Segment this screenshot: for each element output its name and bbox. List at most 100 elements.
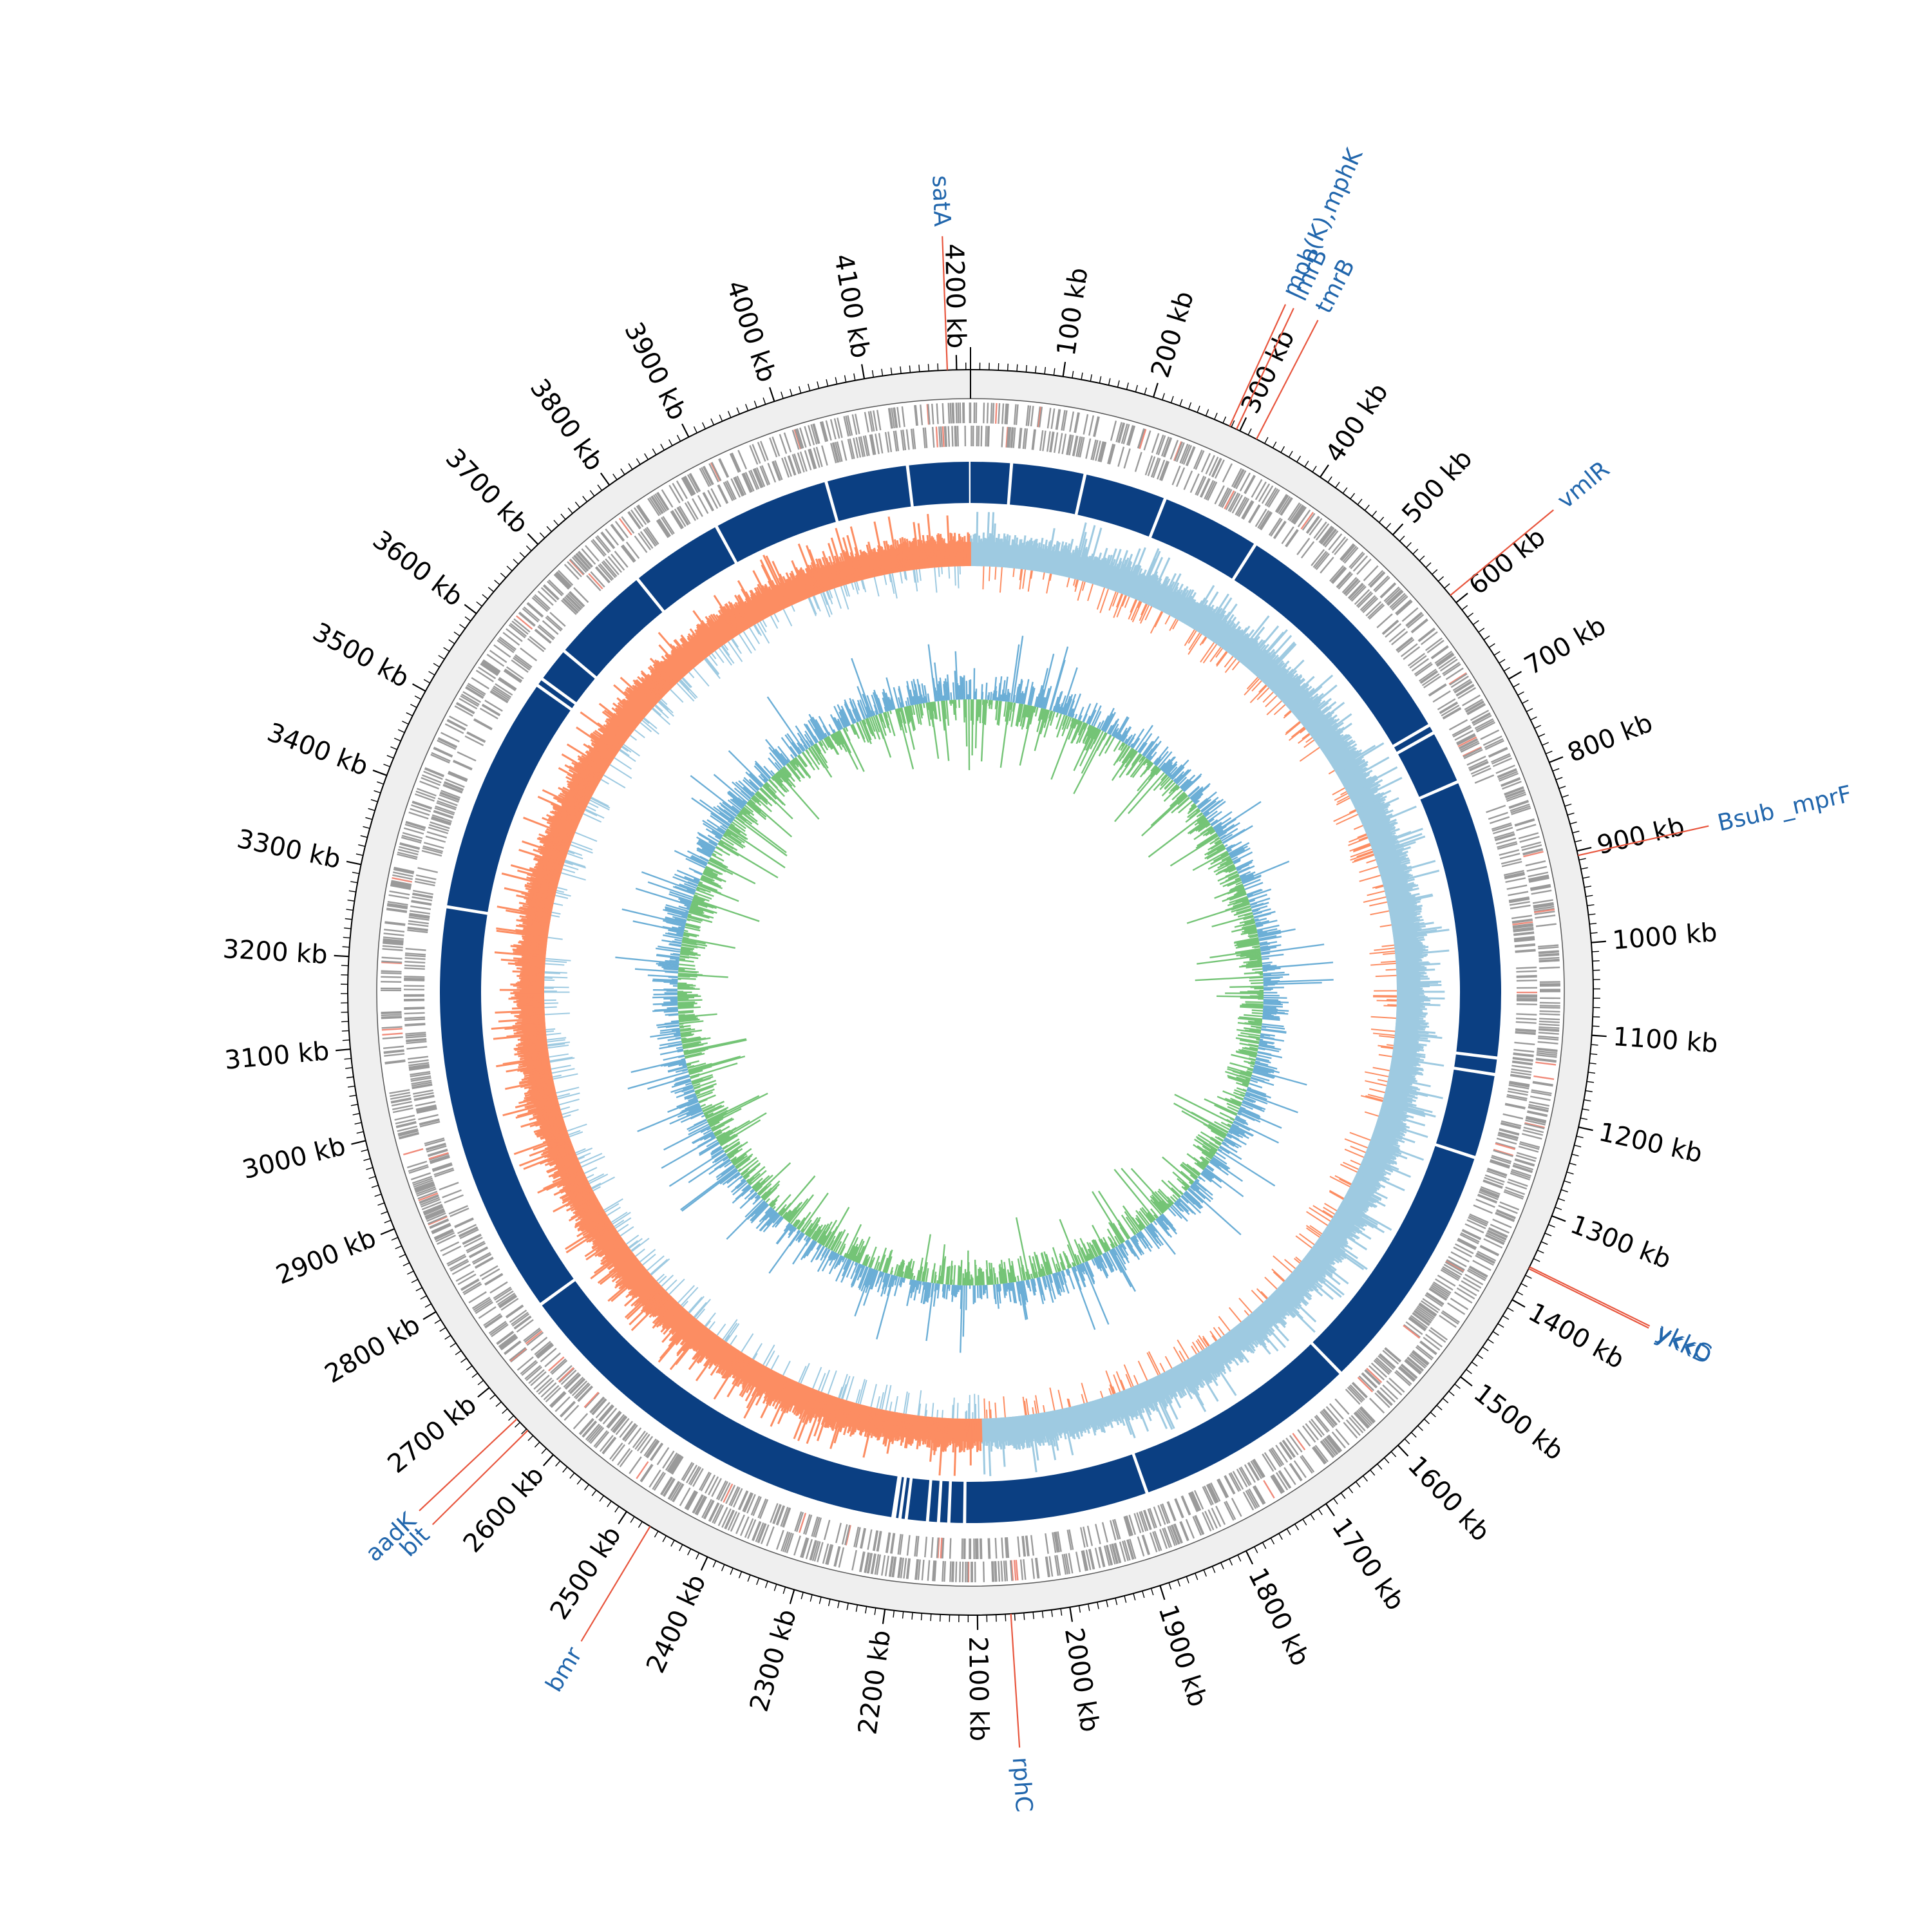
feature-bar [1530, 885, 1551, 891]
feature-bar [1419, 668, 1437, 682]
feature-bar [584, 1392, 600, 1408]
feature-bar [1524, 1122, 1545, 1129]
gc-skew-bar [1354, 790, 1392, 809]
feature-bar [453, 759, 473, 770]
gc-skew-bar [1387, 893, 1433, 905]
feature-bar [384, 921, 406, 925]
feature-bar [509, 1347, 527, 1362]
feature-bar [1539, 960, 1560, 963]
feature-bar [473, 719, 493, 731]
feature-bar [629, 1456, 642, 1474]
feature-bar [415, 874, 437, 880]
gc-skew-bar [688, 672, 695, 679]
gc-skew-bar [1394, 1031, 1437, 1037]
feature-bar [905, 429, 910, 450]
feature-bar [847, 439, 853, 460]
feature-bar [937, 1537, 940, 1558]
gc-skew-bar [1242, 645, 1260, 666]
feature-bar [1225, 1501, 1236, 1520]
feature-bar [593, 1430, 608, 1447]
gc-skew-bar [1063, 538, 1074, 577]
feature-bar [1450, 676, 1469, 688]
feature-bar [1477, 1251, 1497, 1262]
feature-bar [382, 1036, 403, 1040]
feature-bar [399, 842, 421, 849]
feature-bar [1486, 804, 1506, 813]
feature-bar [423, 1205, 444, 1215]
gc-skew-bar [1364, 819, 1390, 831]
feature-bar [1368, 1365, 1385, 1381]
feature-bar [755, 1522, 764, 1542]
gc-skew-bar [818, 1372, 826, 1391]
feature-bar [567, 1376, 584, 1392]
gc-skew-bar [1338, 1207, 1366, 1225]
gc-skew-bar [634, 729, 645, 739]
gc-skew-bar [1337, 759, 1365, 777]
gc-skew-bar [1396, 1006, 1421, 1009]
feature-bar [614, 551, 629, 568]
feature-bar [1422, 1298, 1441, 1311]
feature-bar [1497, 842, 1518, 850]
gc-skew-bar [1396, 972, 1427, 976]
gc-skew-bar [1367, 1148, 1396, 1160]
gc-skew-bar [1358, 1167, 1387, 1182]
gc-skew-bar [1140, 605, 1150, 624]
feature-bar [1263, 1480, 1275, 1499]
gc-skew-bar [1358, 1168, 1405, 1191]
gc-skew-bar [1305, 737, 1313, 743]
feature-bar [1332, 567, 1347, 584]
feature-bar [1411, 1351, 1428, 1366]
feature-bar [1403, 1325, 1421, 1339]
feature-bar [1379, 582, 1396, 598]
feature-bar [1235, 470, 1247, 489]
feature-bar [1514, 944, 1536, 948]
gc-skew-bar [1394, 938, 1419, 943]
feature-bar [822, 1543, 829, 1564]
feature-bar [611, 1444, 626, 1462]
gc-skew-bar [1293, 696, 1314, 715]
feature-bar [688, 1466, 700, 1485]
feature-bar [412, 1177, 433, 1186]
gc-skew-bar [1135, 576, 1147, 600]
feature-bar [508, 624, 526, 639]
feature-bar [1539, 958, 1560, 962]
gc-skew-bar [1349, 1186, 1386, 1208]
feature-bar [1432, 1283, 1451, 1296]
gc-skew-bar [1363, 1156, 1412, 1178]
gc-skew-bar [1364, 1111, 1379, 1117]
feature-bar [433, 1167, 454, 1176]
feature-bar [1491, 822, 1512, 830]
feature-bar [429, 1154, 450, 1162]
gc-skew-bar [1155, 586, 1168, 609]
feature-bar [404, 1018, 426, 1021]
feature-bar [462, 691, 482, 703]
feature-bar [415, 1184, 435, 1193]
feature-bar [408, 923, 429, 927]
feature-bar [382, 945, 403, 949]
feature-bar [389, 1089, 410, 1094]
gc-skew-bar [1068, 545, 1078, 578]
gc-skew-bar [1258, 685, 1267, 693]
gc-skew-bar [1048, 544, 1056, 574]
gc-skew-bar [1394, 941, 1421, 947]
gc-skew-bar [693, 667, 710, 687]
feature-bar [409, 914, 430, 919]
gc-skew-bar [1353, 793, 1376, 806]
feature-bar [1491, 1155, 1512, 1163]
feature-bar [639, 1464, 653, 1482]
gc-skew-bar [1394, 947, 1423, 952]
gc-skew-bar [1034, 542, 1041, 571]
gc-skew-bar [1317, 1238, 1341, 1257]
feature-bar [1504, 871, 1525, 878]
feature-bar [810, 448, 817, 469]
feature-bar [428, 1150, 448, 1157]
feature-bar [837, 417, 843, 439]
feature-bar [1232, 1470, 1244, 1490]
feature-bar [498, 1294, 517, 1308]
gc-skew-bar [1345, 777, 1367, 790]
gc-skew-bar [1040, 539, 1048, 573]
feature-bar [853, 1526, 860, 1548]
feature-bar [1343, 547, 1359, 564]
gc-skew-bar [1288, 727, 1305, 741]
gc-skew-bar [1016, 539, 1021, 569]
